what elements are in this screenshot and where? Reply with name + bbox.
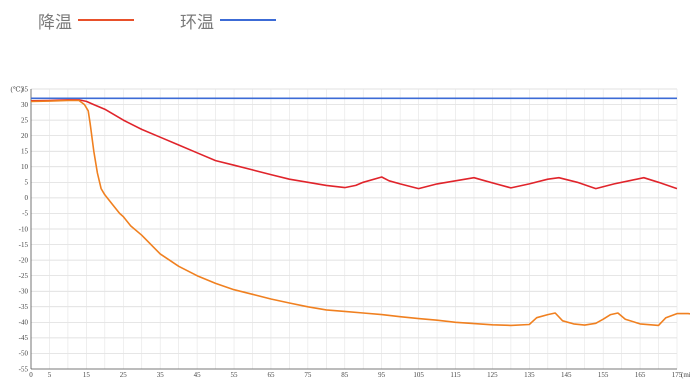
x-tick-label: 115 xyxy=(450,371,461,379)
legend-item-ambient: 环温 xyxy=(180,8,276,33)
x-tick-label: 15 xyxy=(83,371,91,379)
x-tick-label: 25 xyxy=(120,371,128,379)
x-tick-label: 135 xyxy=(524,371,535,379)
y-tick-label: -15 xyxy=(19,241,29,249)
y-tick-label: 30 xyxy=(21,101,29,109)
x-tick-label: 0 xyxy=(29,371,33,379)
x-tick-label: 165 xyxy=(635,371,646,379)
x-tick-label: 155 xyxy=(598,371,609,379)
y-tick-label: 5 xyxy=(25,179,29,187)
y-tick-label: 35 xyxy=(21,85,29,93)
x-tick-label: 5 xyxy=(48,371,52,379)
series-line-1 xyxy=(30,99,678,190)
y-tick-label: -25 xyxy=(19,272,29,280)
y-tick-label: -35 xyxy=(19,303,29,311)
series-line-2 xyxy=(30,99,690,327)
x-tick-label: 75 xyxy=(304,371,312,379)
x-tick-label: 95 xyxy=(378,371,386,379)
x-unit-label: (min) xyxy=(681,371,690,379)
y-tick-label: -30 xyxy=(19,288,29,296)
x-tick-label: 55 xyxy=(231,371,239,379)
y-tick-label: 20 xyxy=(21,132,29,140)
legend-swatch-ambient xyxy=(220,19,276,21)
x-tick-label: 125 xyxy=(487,371,498,379)
legend-item-cooling: 降温 xyxy=(38,8,134,33)
y-tick-label: 0 xyxy=(25,194,29,202)
y-tick-label: -45 xyxy=(19,334,29,342)
y-tick-label: -40 xyxy=(19,319,29,327)
y-tick-label: -5 xyxy=(22,210,28,218)
y-tick-label: 15 xyxy=(21,148,29,156)
x-tick-label: 145 xyxy=(561,371,572,379)
y-tick-label: 10 xyxy=(21,163,29,171)
y-tick-label: -50 xyxy=(19,350,29,358)
legend-label-ambient: 环温 xyxy=(180,12,214,32)
legend-swatch-cooling xyxy=(78,19,134,21)
x-tick-label: 175 xyxy=(672,371,683,379)
legend-label-cooling: 降温 xyxy=(38,12,72,32)
y-unit-label: (℃) xyxy=(11,85,24,93)
x-tick-label: 45 xyxy=(194,371,202,379)
x-tick-label: 105 xyxy=(413,371,424,379)
y-tick-label: -55 xyxy=(19,365,29,373)
y-tick-label: -20 xyxy=(19,256,29,264)
x-tick-label: 85 xyxy=(341,371,349,379)
y-tick-label: 25 xyxy=(21,116,29,124)
x-tick-label: 65 xyxy=(267,371,275,379)
chart-legend: 降温 环温 xyxy=(38,8,322,32)
x-tick-label: 35 xyxy=(157,371,165,379)
y-tick-label: -10 xyxy=(19,225,29,233)
